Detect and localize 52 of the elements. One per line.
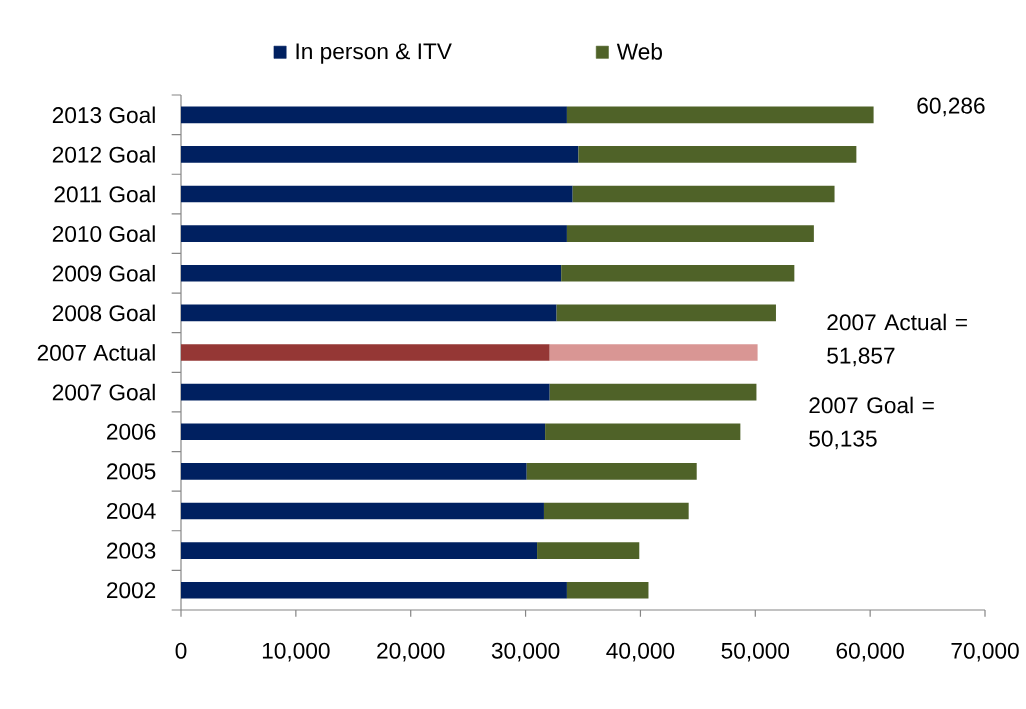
bar <box>181 383 550 401</box>
bar <box>561 264 795 282</box>
y-tick-label: 2003 <box>107 542 156 559</box>
bar <box>556 304 776 322</box>
x-tick-label: 30,000 <box>491 642 560 662</box>
x-tick-label: 40,000 <box>606 642 675 662</box>
bar <box>549 383 757 401</box>
y-tick-label: 2002 <box>107 582 156 599</box>
bar <box>181 225 567 242</box>
bar <box>181 581 567 599</box>
bar <box>181 502 544 520</box>
y-tick-label: 2012 Goal <box>52 146 155 163</box>
x-tick-label: 10,000 <box>262 642 330 662</box>
x-tick-label: 20,000 <box>377 642 445 662</box>
bar <box>181 344 550 361</box>
annotation: 60,286 <box>917 97 985 117</box>
legend-label: In person & ITV <box>296 43 452 64</box>
bar <box>181 106 567 124</box>
bar <box>181 542 538 559</box>
y-tick-label: 2009 Goal <box>52 264 155 282</box>
y-tick-label: 2006 <box>107 423 156 440</box>
bar <box>181 185 573 203</box>
x-tick-label: 50,000 <box>721 642 790 662</box>
y-tick-label: 2004 <box>107 502 156 519</box>
bar <box>537 542 640 559</box>
bar <box>566 225 814 242</box>
bar <box>545 423 741 441</box>
y-tick-label: 2010 Goal <box>52 225 155 242</box>
annotation: 2007 Actual = 51,857 <box>827 313 967 367</box>
bar <box>566 106 874 124</box>
y-tick-label: 2008 Goal <box>52 304 155 322</box>
bar <box>549 344 758 361</box>
y-tick-label: 2013 Goal <box>52 106 155 124</box>
bar <box>543 502 689 520</box>
y-tick-label: 2011 Goal <box>54 185 155 203</box>
x-tick-label: 70,000 <box>951 642 1019 662</box>
bar <box>566 581 649 599</box>
bar <box>181 304 557 322</box>
bar <box>181 463 527 480</box>
y-tick-label: 2007 Goal <box>52 383 155 401</box>
legend-label: Web <box>616 43 662 60</box>
bar <box>181 264 562 282</box>
bar <box>526 463 697 480</box>
x-tick-label: 60,000 <box>836 642 904 662</box>
annotation: 2007 Goal = 50,135 <box>809 396 934 450</box>
y-tick-label: 2005 <box>107 463 156 480</box>
bar <box>181 146 579 163</box>
bar <box>572 185 835 203</box>
x-tick-label: 0 <box>175 642 187 659</box>
bar <box>578 146 857 163</box>
y-tick-label: 2007 Actual <box>37 344 155 361</box>
bar <box>181 423 546 441</box>
